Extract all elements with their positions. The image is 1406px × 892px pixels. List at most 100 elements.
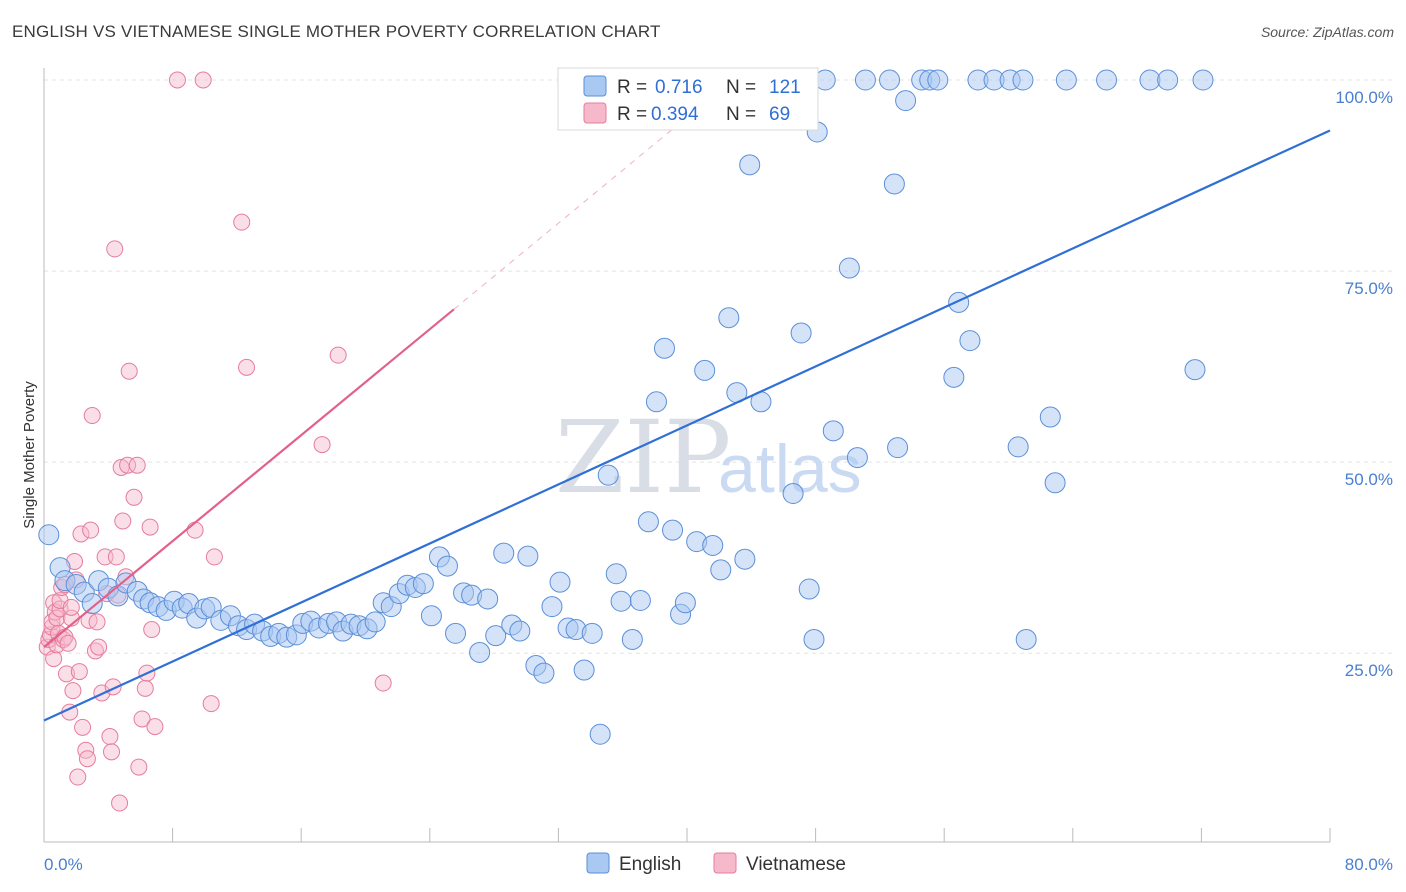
english-point <box>1015 628 1037 650</box>
english-trend-line <box>43 129 1331 722</box>
english-point <box>653 337 675 359</box>
vietnamese-point <box>103 743 121 761</box>
english-point <box>662 519 684 541</box>
english-point <box>81 593 103 615</box>
english-point <box>1012 69 1034 91</box>
english-point <box>798 578 820 600</box>
vietnamese-point <box>130 758 148 776</box>
vietnamese-point <box>106 240 124 258</box>
english-point <box>412 573 434 595</box>
english-point <box>854 69 876 91</box>
english-point <box>581 622 603 644</box>
english-point <box>1139 69 1161 91</box>
english-point <box>739 154 761 176</box>
english-point <box>879 69 901 91</box>
english-point <box>589 723 611 745</box>
vietnamese-point <box>69 768 87 786</box>
vietnamese-point <box>83 407 101 425</box>
english-point <box>645 391 667 413</box>
legend-n-value-english: 121 <box>769 77 801 98</box>
vietnamese-point <box>78 750 96 768</box>
legend-n-label-english: N = <box>726 77 756 98</box>
legend-n-label-vietnamese: N = <box>726 104 756 125</box>
vietnamese-point <box>186 521 204 539</box>
vietnamese-point <box>58 665 76 683</box>
english-point <box>1055 69 1077 91</box>
vietnamese-point <box>329 346 347 364</box>
english-point <box>822 420 844 442</box>
english-point <box>710 559 732 581</box>
english-point <box>846 447 868 469</box>
vietnamese-point <box>90 638 108 656</box>
english-point <box>610 590 632 612</box>
vietnamese-point <box>77 741 95 759</box>
english-point <box>838 257 860 279</box>
english-point <box>1007 436 1029 458</box>
vietnamese-point <box>48 609 66 627</box>
english-point <box>943 366 965 388</box>
legend-r-value-english: 0.716 <box>655 77 703 98</box>
english-point <box>533 662 555 684</box>
vietnamese-point <box>136 679 154 697</box>
english-point <box>702 534 724 556</box>
y-tick-labels: 25.0% 50.0% 75.0% 100.0% <box>1335 88 1393 680</box>
english-point <box>803 628 825 650</box>
english-point <box>477 588 499 610</box>
english-point <box>436 555 458 577</box>
english-point <box>469 641 491 663</box>
english-point <box>1157 69 1179 91</box>
x-tick-label: 80.0% <box>1345 855 1393 874</box>
legend-n-value-vietnamese: 69 <box>769 104 790 125</box>
english-point <box>959 330 981 352</box>
english-point <box>509 620 531 642</box>
english-point <box>948 291 970 313</box>
vietnamese-point <box>111 794 129 812</box>
english-point <box>573 659 595 681</box>
english-point <box>782 482 804 504</box>
vietnamese-point <box>88 613 106 631</box>
english-point <box>605 563 627 585</box>
english-point <box>38 524 60 546</box>
x-tick-label: 0.0% <box>44 855 83 874</box>
english-point <box>1044 472 1066 494</box>
english-point <box>734 548 756 570</box>
vietnamese-point <box>107 548 125 566</box>
english-point <box>597 464 619 486</box>
source-label: Source: ZipAtlas.com <box>1260 24 1394 40</box>
english-points <box>38 69 1214 745</box>
vietnamese-point <box>120 362 138 380</box>
english-point <box>364 611 386 633</box>
english-point <box>541 596 563 618</box>
english-point <box>718 307 740 329</box>
vietnamese-point <box>72 525 90 543</box>
vietnamese-point <box>233 213 251 231</box>
axes <box>43 68 1331 843</box>
correlation-legend: R = 0.716 N = 121 R = 0.394 N = 69 <box>557 67 819 131</box>
legend-swatch-vietnamese <box>583 102 607 124</box>
series-legend: English Vietnamese <box>586 852 846 875</box>
english-point <box>927 69 949 91</box>
english-point <box>694 359 716 381</box>
vietnamese-point <box>128 456 146 474</box>
vietnamese-point <box>143 621 161 639</box>
english-point <box>485 625 507 647</box>
english-point <box>420 605 442 627</box>
english-point <box>790 322 812 344</box>
legend-r-label-english: R = <box>617 77 647 98</box>
bottom-legend-swatch-vietnamese <box>713 852 737 874</box>
vietnamese-point <box>82 521 100 539</box>
english-point <box>883 173 905 195</box>
english-point <box>445 622 467 644</box>
vietnamese-point <box>101 728 119 746</box>
vietnamese-point <box>59 634 77 652</box>
english-point <box>629 589 651 611</box>
vietnamese-point <box>45 650 63 668</box>
english-point <box>1039 406 1061 428</box>
english-point <box>895 90 917 112</box>
legend-r-value-vietnamese: 0.394 <box>651 104 699 125</box>
vietnamese-point <box>125 488 143 506</box>
vietnamese-point <box>313 436 331 454</box>
vietnamese-point <box>374 674 392 692</box>
vietnamese-point <box>194 71 212 89</box>
